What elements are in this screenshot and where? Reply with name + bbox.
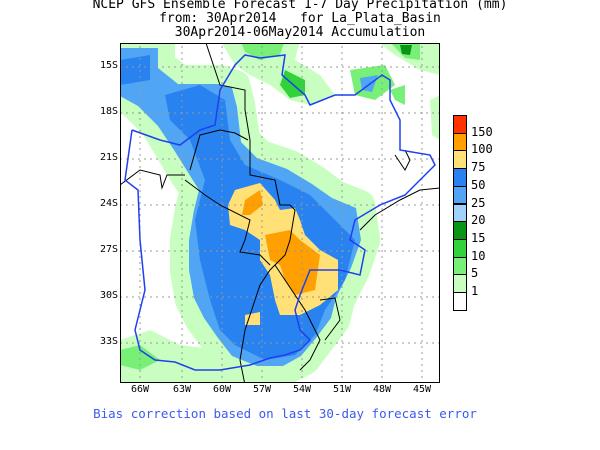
legend-label: 50 <box>471 177 486 192</box>
lat-label: 21S <box>99 152 118 163</box>
lat-label: 30S <box>99 290 118 301</box>
lon-label: 60W <box>212 384 232 395</box>
legend-label: 10 <box>471 248 486 263</box>
legend-label: 75 <box>471 160 486 175</box>
lon-label: 51W <box>332 384 352 395</box>
lon-label: 54W <box>292 384 312 395</box>
lon-label: 48W <box>372 384 392 395</box>
country-borders <box>120 43 440 383</box>
legend-swatch <box>453 292 467 311</box>
lat-label: 33S <box>99 336 118 347</box>
legend-swatch <box>453 203 467 223</box>
legend-swatch <box>453 238 467 258</box>
legend-label: 20 <box>471 213 486 228</box>
legend-swatch <box>453 185 467 205</box>
graticule <box>120 43 440 383</box>
legend-swatch <box>453 256 467 276</box>
map-frame <box>120 43 440 383</box>
legend-label: 1 <box>471 284 479 298</box>
legend-swatch <box>453 150 467 170</box>
precipitation-map <box>120 43 440 383</box>
legend-label: 15 <box>471 230 486 245</box>
legend-swatch <box>453 221 467 240</box>
legend-label: 150 <box>471 124 493 139</box>
legend-swatch <box>453 132 467 152</box>
legend-swatch <box>453 115 467 134</box>
bias-correction-note: Bias correction based on last 30-day for… <box>93 406 477 421</box>
lat-label: 27S <box>99 244 118 255</box>
title-line-3: 30Apr2014-06May2014 Accumulation <box>174 25 426 40</box>
title-line-1: NCEP GFS Ensemble Forecast 1-7 Day Preci… <box>92 0 508 12</box>
lon-label: 63W <box>172 384 192 395</box>
legend-swatch <box>453 168 467 187</box>
lat-label: 24S <box>99 198 118 209</box>
lat-label: 18S <box>99 106 118 117</box>
title-line-2: from: 30Apr2014 for La_Plata_Basin <box>159 11 441 26</box>
legend-label: 25 <box>471 195 486 210</box>
lon-label: 45W <box>412 384 432 395</box>
legend-label: 5 <box>471 266 479 281</box>
lon-label: 66W <box>130 384 150 395</box>
basin-outline <box>124 54 436 371</box>
lat-label: 15S <box>99 60 118 71</box>
lon-label: 57W <box>252 384 272 395</box>
legend-label: 100 <box>471 142 493 157</box>
legend-swatch <box>453 274 467 293</box>
